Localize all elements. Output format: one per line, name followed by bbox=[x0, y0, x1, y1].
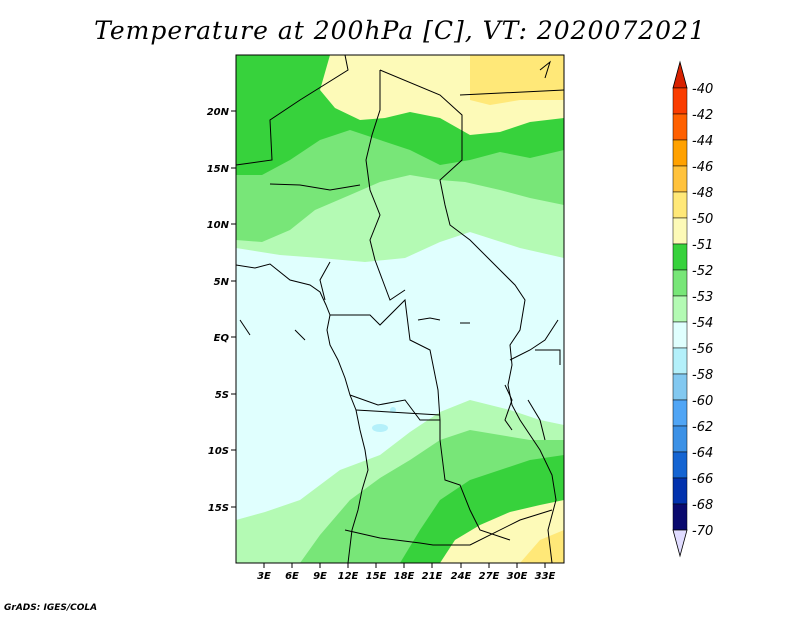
colorbar-label: -68 bbox=[692, 498, 713, 513]
lon-tick-label: 33E bbox=[535, 571, 556, 582]
lon-axis: 3E 6E 9E 12E 15E 18E 21E 24E 27E 30E 33E bbox=[257, 563, 556, 582]
lon-tick-label: 3E bbox=[257, 571, 271, 582]
lat-tick-label: 10N bbox=[207, 220, 230, 231]
colorbar-swatch bbox=[672, 425, 688, 453]
map-frame bbox=[235, 54, 565, 564]
lon-tick-label: 15E bbox=[366, 571, 387, 582]
colorbar-swatch bbox=[672, 113, 688, 141]
colorbar-swatch bbox=[672, 139, 688, 167]
colorbar-label: -62 bbox=[692, 420, 713, 435]
colorbar-swatch bbox=[672, 269, 688, 297]
colorbar-swatch bbox=[672, 503, 688, 531]
colorbar: -40 -42 -44 -46 -48 -50 -51 -52 -53 -54 … bbox=[672, 60, 713, 558]
lon-tick-label: 18E bbox=[394, 571, 415, 582]
temperature-field bbox=[236, 55, 564, 563]
colorbar-label: -53 bbox=[692, 290, 713, 305]
colorbar-label: -52 bbox=[692, 264, 713, 279]
colorbar-label: -48 bbox=[692, 186, 713, 201]
lon-tick-label: 12E bbox=[338, 571, 359, 582]
colorbar-swatch bbox=[672, 217, 688, 245]
field-minus56-patch bbox=[390, 407, 396, 413]
map-title: Temperature at 200hPa [C], VT: 202007202… bbox=[94, 16, 706, 45]
colorbar-label: -56 bbox=[692, 342, 713, 357]
colorbar-label: -51 bbox=[692, 238, 713, 253]
lon-tick-label: 9E bbox=[313, 571, 327, 582]
colorbar-label: -60 bbox=[692, 394, 713, 409]
lat-tick-label: 20N bbox=[207, 107, 230, 118]
colorbar-swatch bbox=[672, 165, 688, 193]
colorbar-swatch bbox=[672, 477, 688, 505]
field-minus48-north bbox=[470, 55, 564, 105]
grads-credit: GrADS: IGES/COLA bbox=[4, 603, 98, 613]
lat-tick-label: EQ bbox=[214, 333, 230, 344]
coastlines-borders bbox=[236, 55, 564, 563]
colorbar-top-arrow bbox=[672, 60, 688, 89]
colorbar-swatch bbox=[672, 243, 688, 271]
lat-tick-label: 10S bbox=[208, 446, 229, 457]
lon-tick-label: 24E bbox=[451, 571, 472, 582]
colorbar-bottom-arrow bbox=[672, 529, 688, 558]
colorbar-label: -42 bbox=[692, 108, 713, 123]
colorbar-swatch bbox=[672, 295, 688, 323]
colorbar-swatch bbox=[672, 191, 688, 219]
colorbar-swatch bbox=[672, 373, 688, 401]
lat-tick-label: 15N bbox=[207, 164, 230, 175]
colorbar-swatch bbox=[672, 451, 688, 479]
field-minus56-patch bbox=[372, 424, 388, 432]
colorbar-label: -50 bbox=[692, 212, 713, 227]
lon-tick-label: 6E bbox=[285, 571, 299, 582]
colorbar-swatch bbox=[672, 87, 688, 115]
lon-tick-label: 30E bbox=[507, 571, 528, 582]
lat-tick-label: 5S bbox=[215, 390, 229, 401]
lat-tick-label: 15S bbox=[208, 503, 229, 514]
field-minus48-south bbox=[520, 530, 564, 563]
colorbar-label: -70 bbox=[692, 524, 713, 539]
colorbar-label: -58 bbox=[692, 368, 713, 383]
colorbar-swatch bbox=[672, 347, 688, 375]
colorbar-label: -44 bbox=[692, 134, 713, 149]
lon-tick-label: 27E bbox=[479, 571, 500, 582]
colorbar-label: -64 bbox=[692, 446, 713, 461]
colorbar-label: -66 bbox=[692, 472, 713, 487]
lon-tick-label: 21E bbox=[422, 571, 443, 582]
colorbar-label: -54 bbox=[692, 316, 713, 331]
colorbar-label: -46 bbox=[692, 160, 713, 175]
colorbar-label: -40 bbox=[692, 82, 713, 97]
colorbar-swatch bbox=[672, 399, 688, 427]
lat-tick-label: 5N bbox=[214, 277, 230, 288]
lat-axis: 20N 15N 10N 5N EQ 5S 10S 15S bbox=[207, 107, 236, 514]
colorbar-swatch bbox=[672, 321, 688, 349]
